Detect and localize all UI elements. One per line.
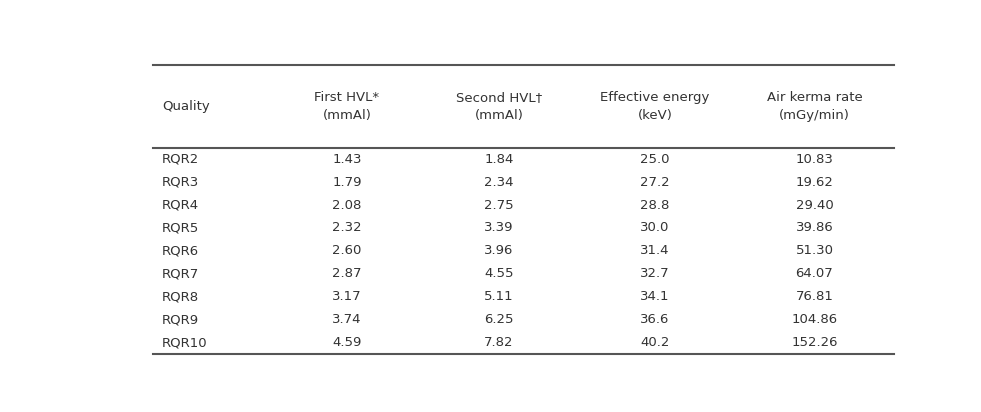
Text: 3.74: 3.74 (333, 313, 362, 326)
Text: 39.86: 39.86 (796, 222, 833, 234)
Text: RQR9: RQR9 (162, 313, 199, 326)
Text: 19.62: 19.62 (796, 176, 834, 189)
Text: 1.43: 1.43 (333, 153, 362, 166)
Text: 51.30: 51.30 (796, 244, 834, 258)
Text: 6.25: 6.25 (485, 313, 514, 326)
Text: 31.4: 31.4 (640, 244, 670, 258)
Text: Air kerma rate
(mGy/min): Air kerma rate (mGy/min) (766, 91, 862, 122)
Text: 76.81: 76.81 (796, 290, 834, 303)
Text: 32.7: 32.7 (640, 267, 670, 280)
Text: RQR8: RQR8 (162, 290, 199, 303)
Text: 27.2: 27.2 (640, 176, 670, 189)
Text: 40.2: 40.2 (641, 336, 669, 349)
Text: 36.6: 36.6 (641, 313, 669, 326)
Text: 2.87: 2.87 (333, 267, 362, 280)
Text: RQR10: RQR10 (162, 336, 208, 349)
Text: RQR7: RQR7 (162, 267, 199, 280)
Text: RQR2: RQR2 (162, 153, 199, 166)
Text: Quality: Quality (162, 100, 210, 113)
Text: 4.55: 4.55 (485, 267, 514, 280)
Text: 1.79: 1.79 (333, 176, 362, 189)
Text: 3.96: 3.96 (485, 244, 514, 258)
Text: 2.08: 2.08 (333, 199, 362, 212)
Text: RQR6: RQR6 (162, 244, 199, 258)
Text: 25.0: 25.0 (640, 153, 670, 166)
Text: 7.82: 7.82 (485, 336, 514, 349)
Text: 1.84: 1.84 (485, 153, 514, 166)
Text: 10.83: 10.83 (796, 153, 834, 166)
Text: Effective energy
(keV): Effective energy (keV) (600, 91, 709, 122)
Text: 2.34: 2.34 (485, 176, 514, 189)
Text: 2.32: 2.32 (333, 222, 362, 234)
Text: 28.8: 28.8 (641, 199, 669, 212)
Text: 5.11: 5.11 (485, 290, 514, 303)
Text: 3.17: 3.17 (333, 290, 362, 303)
Text: First HVL*
(mmAl): First HVL* (mmAl) (314, 91, 380, 122)
Text: 34.1: 34.1 (640, 290, 670, 303)
Text: 4.59: 4.59 (333, 336, 362, 349)
Text: RQR5: RQR5 (162, 222, 199, 234)
Text: 152.26: 152.26 (792, 336, 838, 349)
Text: 2.75: 2.75 (485, 199, 514, 212)
Text: 30.0: 30.0 (641, 222, 669, 234)
Text: RQR4: RQR4 (162, 199, 199, 212)
Text: Second HVL†
(mmAl): Second HVL† (mmAl) (456, 91, 542, 122)
Text: 29.40: 29.40 (796, 199, 833, 212)
Text: 3.39: 3.39 (485, 222, 514, 234)
Text: 104.86: 104.86 (792, 313, 838, 326)
Text: RQR3: RQR3 (162, 176, 199, 189)
Text: 2.60: 2.60 (333, 244, 362, 258)
Text: 64.07: 64.07 (796, 267, 833, 280)
